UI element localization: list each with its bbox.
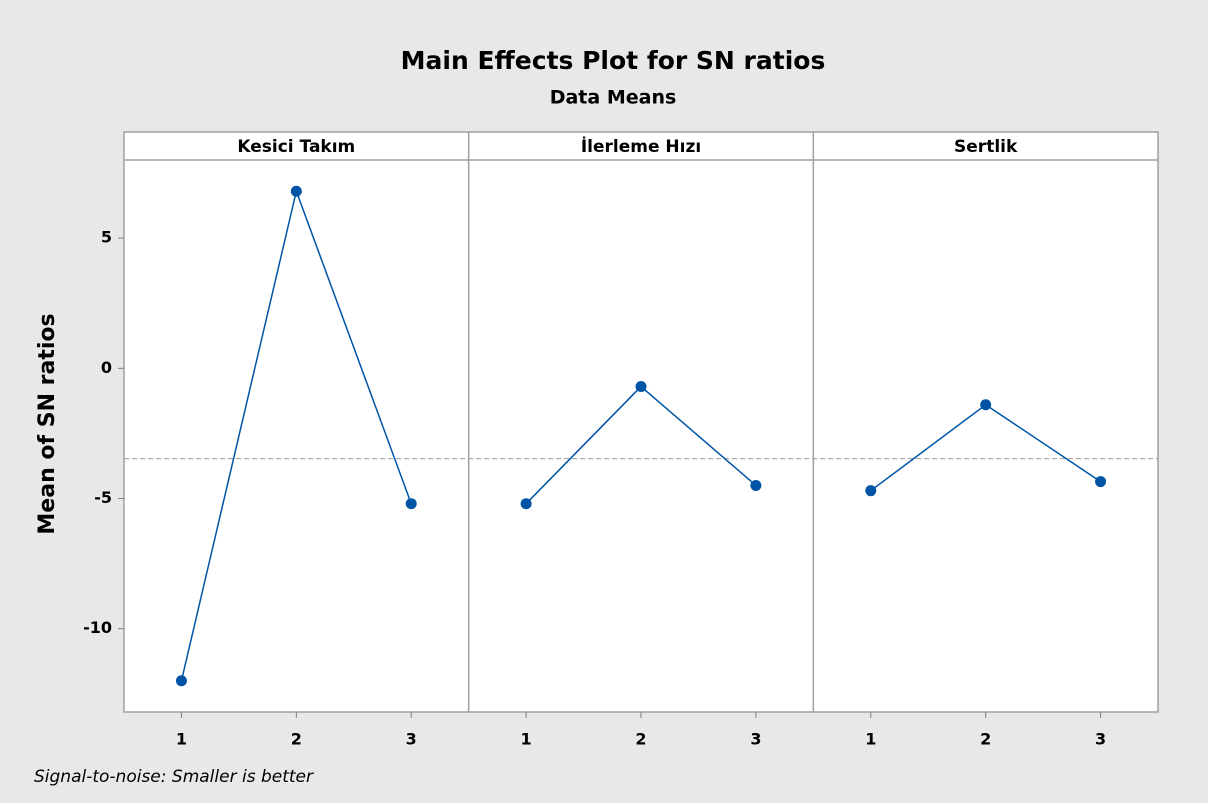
panel-header: Sertlik xyxy=(954,137,1018,157)
x-tick-label: 3 xyxy=(1095,730,1106,749)
panel-header: Kesici Takım xyxy=(237,137,355,157)
footnote: Signal-to-noise: Smaller is better xyxy=(34,767,314,787)
data-point xyxy=(980,399,992,411)
x-tick-label: 3 xyxy=(406,730,417,749)
plot-area xyxy=(123,131,1159,713)
data-point xyxy=(405,498,417,510)
x-tick-label: 2 xyxy=(980,730,991,749)
data-point xyxy=(865,485,877,497)
x-tick-label: 1 xyxy=(865,730,876,749)
x-tick-label: 3 xyxy=(750,730,761,749)
y-axis-label: Mean of SN ratios xyxy=(35,313,60,534)
data-point xyxy=(520,498,532,510)
x-tick-label: 1 xyxy=(521,730,532,749)
y-tick-label: -10 xyxy=(83,618,112,637)
data-point xyxy=(290,185,302,197)
data-point xyxy=(1095,476,1107,488)
chart-subtitle: Data Means xyxy=(550,87,677,109)
x-tick-label: 2 xyxy=(635,730,646,749)
data-point xyxy=(635,381,647,393)
data-point xyxy=(750,479,762,491)
x-tick-label: 2 xyxy=(291,730,302,749)
y-tick-label: -5 xyxy=(94,488,112,507)
y-tick-label: 0 xyxy=(101,358,112,377)
data-point xyxy=(175,675,187,687)
y-tick-label: 5 xyxy=(101,228,112,247)
panel-header: İlerleme Hızı xyxy=(581,135,701,157)
x-tick-label: 1 xyxy=(176,730,187,749)
chart-title: Main Effects Plot for SN ratios xyxy=(401,46,826,75)
